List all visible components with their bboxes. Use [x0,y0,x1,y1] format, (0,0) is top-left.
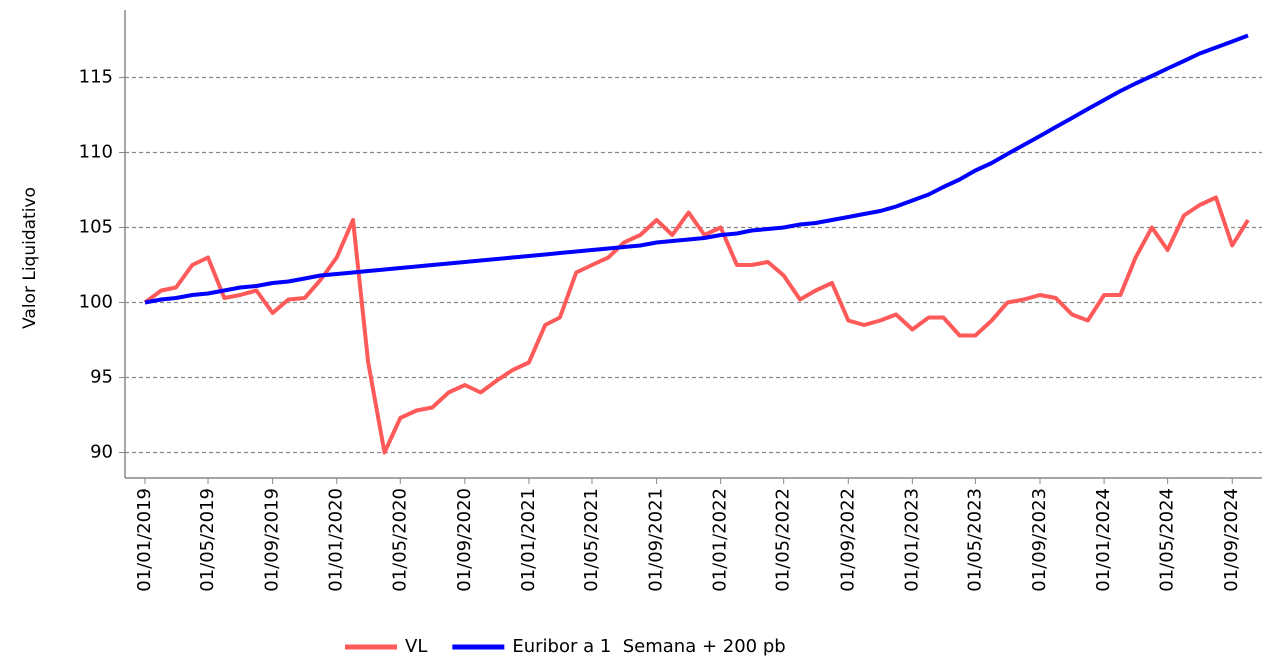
y-axis-label: Valor Liquidativo [20,187,40,329]
legend-label: VL [405,636,427,657]
x-tick-label: 01/09/2023 [1029,488,1050,592]
series-line [144,33,1249,305]
y-tick-label: 100 [79,292,113,313]
y-tick-label: 110 [79,142,113,163]
x-tick-label: 01/01/2020 [326,488,347,592]
x-tick-label: 01/01/2024 [1093,488,1114,592]
series-line [143,195,1250,455]
x-tick-label: 01/01/2022 [710,488,731,592]
x-tick-label: 01/09/2021 [646,488,667,592]
y-tick-label: 115 [79,67,113,88]
x-tick-label: 01/09/2024 [1221,488,1242,592]
x-tick-label: 01/05/2022 [773,488,794,592]
x-tick-label: 01/01/2019 [134,488,155,592]
x-tick-label: 01/05/2019 [197,488,218,592]
x-tick-label: 01/01/2021 [518,488,539,592]
x-tick-label: 01/09/2019 [262,488,283,592]
x-tick-label: 01/09/2022 [837,488,858,592]
x-tick-label: 01/05/2021 [581,488,602,592]
x-tick-label: 01/05/2023 [964,488,985,592]
x-tick-label: 01/05/2024 [1157,488,1178,592]
legend-label: Euribor a 1 Semana + 200 pb [512,636,785,657]
y-tick-label: 105 [79,217,113,238]
x-tick-label: 01/05/2020 [389,488,410,592]
x-tick-label: 01/09/2020 [454,488,475,592]
x-tick-label: 01/01/2023 [901,488,922,592]
y-tick-label: 95 [90,367,113,388]
y-tick-label: 90 [90,442,113,463]
